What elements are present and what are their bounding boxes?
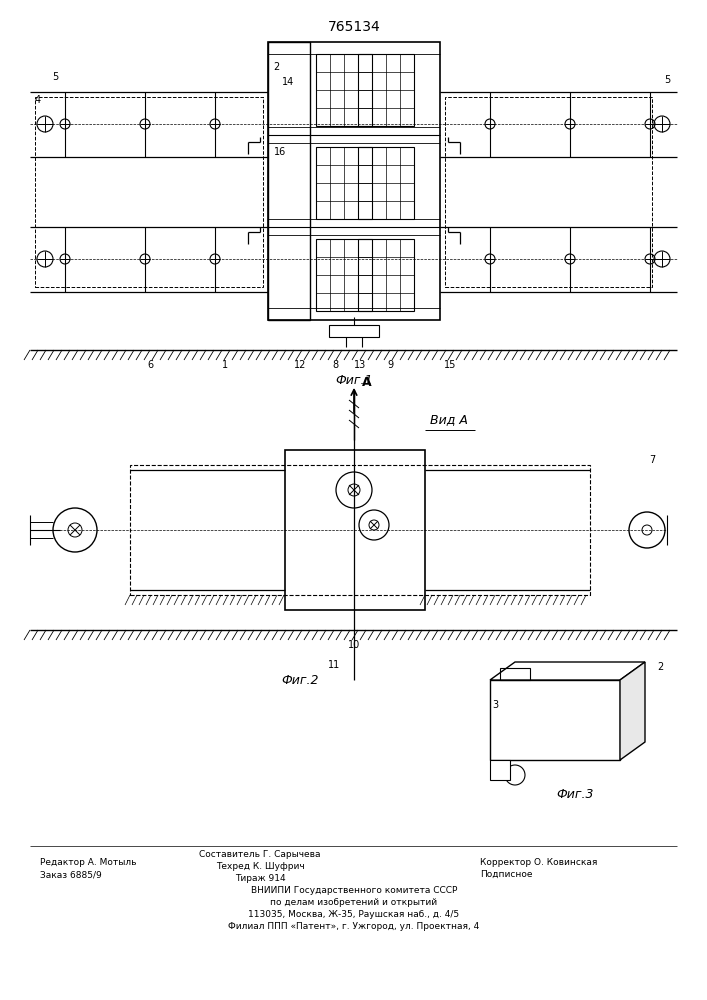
Bar — [316, 147, 372, 219]
Text: 6: 6 — [147, 360, 153, 370]
Polygon shape — [620, 662, 645, 760]
Text: 765134: 765134 — [327, 20, 380, 34]
Text: Редактор А. Мотыль: Редактор А. Мотыль — [40, 858, 136, 867]
Text: Вид А: Вид А — [430, 414, 468, 426]
Text: 5: 5 — [52, 72, 58, 82]
Bar — [268, 42, 440, 320]
Text: 13: 13 — [354, 360, 366, 370]
Text: Филиал ППП «Патент», г. Ужгород, ул. Проектная, 4: Филиал ППП «Патент», г. Ужгород, ул. Про… — [228, 922, 479, 931]
Text: Техред К. Шуфрич: Техред К. Шуфрич — [216, 862, 304, 871]
Text: ВНИИПИ Государственного комитета СССР: ВНИИПИ Государственного комитета СССР — [251, 886, 457, 895]
Text: 12: 12 — [294, 360, 306, 370]
Bar — [268, 42, 310, 320]
Text: Фиг.3: Фиг.3 — [556, 788, 594, 802]
Text: Корректор О. Ковинская: Корректор О. Ковинская — [480, 858, 597, 867]
Bar — [329, 325, 379, 337]
Bar — [316, 54, 372, 126]
Text: 15: 15 — [444, 360, 456, 370]
Text: 7: 7 — [649, 455, 655, 465]
Text: 3: 3 — [492, 700, 498, 710]
Polygon shape — [490, 760, 510, 780]
Bar — [358, 54, 414, 126]
Text: 113035, Москва, Ж-35, Раушская наб., д. 4/5: 113035, Москва, Ж-35, Раушская наб., д. … — [248, 910, 460, 919]
Bar — [490, 680, 620, 760]
Text: Составитель Г. Сарычева: Составитель Г. Сарычева — [199, 850, 321, 859]
Bar — [316, 239, 372, 311]
Bar — [358, 147, 414, 219]
Polygon shape — [490, 662, 645, 680]
Text: Тираж 914: Тираж 914 — [235, 874, 286, 883]
Text: 9: 9 — [387, 360, 393, 370]
Bar — [500, 668, 530, 680]
Text: 1: 1 — [222, 360, 228, 370]
Text: А: А — [362, 375, 372, 388]
Text: Фиг.1: Фиг.1 — [335, 373, 373, 386]
Text: Фиг.2: Фиг.2 — [281, 674, 319, 686]
Text: 16: 16 — [274, 147, 286, 157]
Text: 2: 2 — [273, 62, 279, 72]
Bar — [445, 97, 652, 287]
Text: по делам изобретений и открытий: по делам изобретений и открытий — [271, 898, 438, 907]
Bar — [358, 239, 414, 311]
Bar — [35, 97, 263, 287]
Text: 4: 4 — [35, 95, 41, 105]
Text: 2: 2 — [657, 662, 663, 672]
Text: 14: 14 — [282, 77, 294, 87]
Text: Заказ 6885/9: Заказ 6885/9 — [40, 870, 102, 879]
Text: 8: 8 — [332, 360, 338, 370]
Text: 5: 5 — [664, 75, 670, 85]
Bar — [130, 465, 590, 595]
Text: 11: 11 — [328, 660, 340, 670]
Bar — [285, 450, 425, 610]
Text: 10: 10 — [348, 640, 360, 650]
Text: Подписное: Подписное — [480, 870, 532, 879]
